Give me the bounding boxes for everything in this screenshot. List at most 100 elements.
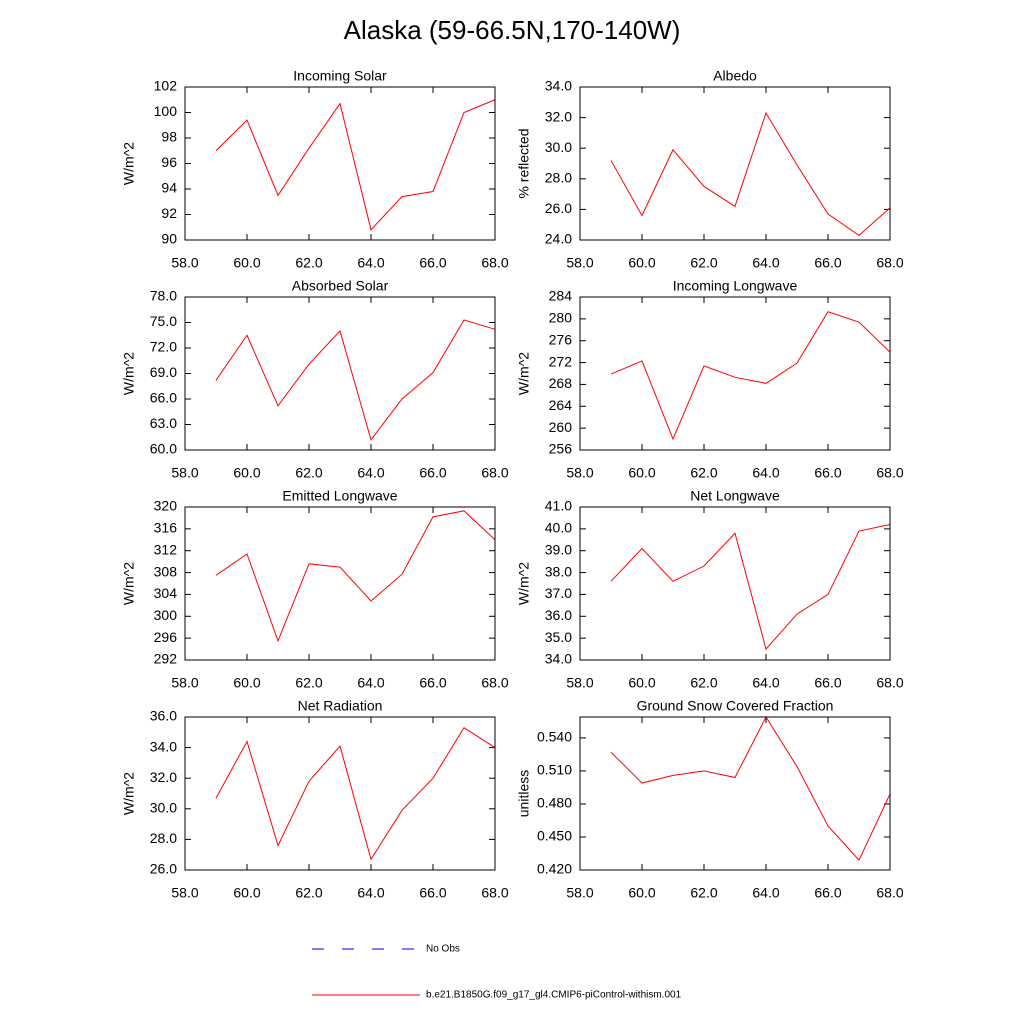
x-tick-label: 62.0 [690, 465, 717, 481]
x-tick-label: 60.0 [233, 255, 260, 271]
data-line [215, 99, 496, 231]
x-tick-label: 60.0 [233, 885, 260, 901]
y-axis-label: W/m^2 [121, 562, 137, 605]
y-tick-label: 38.0 [545, 563, 572, 579]
x-tick-label: 66.0 [419, 255, 446, 271]
x-tick-label: 66.0 [419, 675, 446, 691]
y-tick-label: 292 [154, 651, 178, 667]
y-tick-label: 316 [154, 520, 178, 536]
y-tick-label: 98 [161, 129, 177, 145]
y-tick-label: 69.0 [150, 364, 177, 380]
y-tick-label: 41.0 [545, 498, 572, 514]
x-tick-label: 58.0 [171, 885, 198, 901]
y-tick-label: 100 [154, 103, 178, 119]
y-tick-label: 0.510 [537, 762, 572, 778]
x-tick-label: 64.0 [752, 675, 779, 691]
x-tick-label: 58.0 [171, 675, 198, 691]
x-tick-label: 68.0 [876, 465, 903, 481]
panel: Absorbed Solar W/m^2 58.0 60.0 62.0 64.0 66.0 6… [121, 278, 509, 481]
x-tick-label: 60.0 [233, 675, 260, 691]
x-tick-label: 58.0 [566, 885, 593, 901]
y-tick-label: 0.540 [537, 729, 572, 745]
y-tick-label: 268 [549, 375, 573, 391]
y-tick-label: 300 [154, 607, 178, 623]
y-tick-label: 272 [549, 353, 573, 369]
y-axis-label: W/m^2 [121, 142, 137, 185]
x-tick-label: 62.0 [690, 675, 717, 691]
x-tick-label: 64.0 [752, 885, 779, 901]
x-tick-label: 62.0 [295, 675, 322, 691]
panel-title: Incoming Solar [293, 68, 387, 84]
x-tick-label: 66.0 [814, 465, 841, 481]
y-tick-label: 34.0 [545, 78, 572, 94]
x-tick-label: 58.0 [566, 465, 593, 481]
y-tick-label: 78.0 [150, 288, 177, 304]
panel-title: Ground Snow Covered Fraction [637, 698, 834, 714]
y-tick-label: 26.0 [545, 200, 572, 216]
x-tick-label: 64.0 [752, 255, 779, 271]
panel-title: Incoming Longwave [673, 278, 798, 294]
x-tick-label: 62.0 [690, 255, 717, 271]
x-tick-label: 68.0 [481, 255, 508, 271]
panel: Emitted Longwave W/m^2 58.0 60.0 62.0 64.0 66.… [121, 488, 509, 691]
plot-frame [184, 716, 496, 871]
x-tick-label: 68.0 [481, 465, 508, 481]
y-axis-label: W/m^2 [121, 772, 137, 815]
data-line [610, 523, 891, 651]
plot-frame [184, 296, 496, 451]
y-axis-label: W/m^2 [516, 562, 532, 605]
data-line [610, 111, 891, 237]
panel: Incoming Solar W/m^2 58.0 60.0 62.0 64.0 66.0 6… [121, 68, 509, 271]
y-tick-label: 35.0 [545, 629, 572, 645]
y-tick-label: 36.0 [150, 708, 177, 724]
y-axis-label: % reflected [516, 128, 532, 198]
x-tick-label: 66.0 [419, 885, 446, 901]
plot-frame [579, 716, 891, 871]
y-tick-label: 34.0 [150, 738, 177, 754]
panel: Ground Snow Covered Fraction unitless 58.0… [516, 698, 904, 901]
y-tick-label: 96 [161, 154, 177, 170]
y-tick-label: 30.0 [150, 800, 177, 816]
panel: Incoming Longwave W/m^2 58.0 60.0 62.0 64.0 66… [516, 278, 904, 481]
y-tick-label: 32.0 [150, 769, 177, 785]
panel-title: Net Longwave [690, 488, 780, 504]
y-tick-label: 304 [154, 585, 178, 601]
y-tick-label: 24.0 [545, 231, 572, 247]
x-tick-label: 60.0 [233, 465, 260, 481]
legend-label: b.e21.B1850G.f09_g17_gl4.CMIP6-piControl… [426, 990, 682, 1001]
x-tick-label: 60.0 [628, 675, 655, 691]
x-tick-label: 62.0 [295, 885, 322, 901]
panel: Net Radiation W/m^2 58.0 60.0 62.0 64.0 66.0 68… [121, 698, 509, 901]
x-tick-label: 68.0 [876, 255, 903, 271]
y-tick-label: 34.0 [545, 651, 572, 667]
legend-label: No Obs [426, 944, 460, 955]
plot-frame [579, 506, 891, 661]
y-axis-label: W/m^2 [516, 352, 532, 395]
data-line [610, 311, 891, 441]
y-tick-label: 320 [154, 498, 178, 514]
y-tick-label: 28.0 [150, 830, 177, 846]
x-tick-label: 64.0 [357, 255, 384, 271]
x-tick-label: 58.0 [566, 675, 593, 691]
y-tick-label: 32.0 [545, 108, 572, 124]
y-tick-label: 264 [549, 397, 573, 413]
panel: Albedo % reflected 58.0 60.0 62.0 64.0 66.0 68.… [516, 68, 904, 271]
y-tick-label: 92 [161, 205, 177, 221]
y-tick-label: 94 [161, 180, 177, 196]
panel-title: Emitted Longwave [282, 488, 397, 504]
x-tick-label: 64.0 [357, 675, 384, 691]
x-tick-label: 66.0 [814, 255, 841, 271]
y-tick-label: 63.0 [150, 415, 177, 431]
y-tick-label: 60.0 [150, 441, 177, 457]
y-tick-label: 39.0 [545, 541, 572, 557]
x-tick-label: 58.0 [171, 255, 198, 271]
y-tick-label: 26.0 [150, 861, 177, 877]
y-tick-label: 0.420 [537, 861, 572, 877]
x-tick-label: 62.0 [690, 885, 717, 901]
y-tick-label: 312 [154, 541, 178, 557]
x-tick-label: 62.0 [295, 465, 322, 481]
x-tick-label: 60.0 [628, 255, 655, 271]
plot-frame [184, 506, 496, 661]
x-tick-label: 64.0 [357, 465, 384, 481]
